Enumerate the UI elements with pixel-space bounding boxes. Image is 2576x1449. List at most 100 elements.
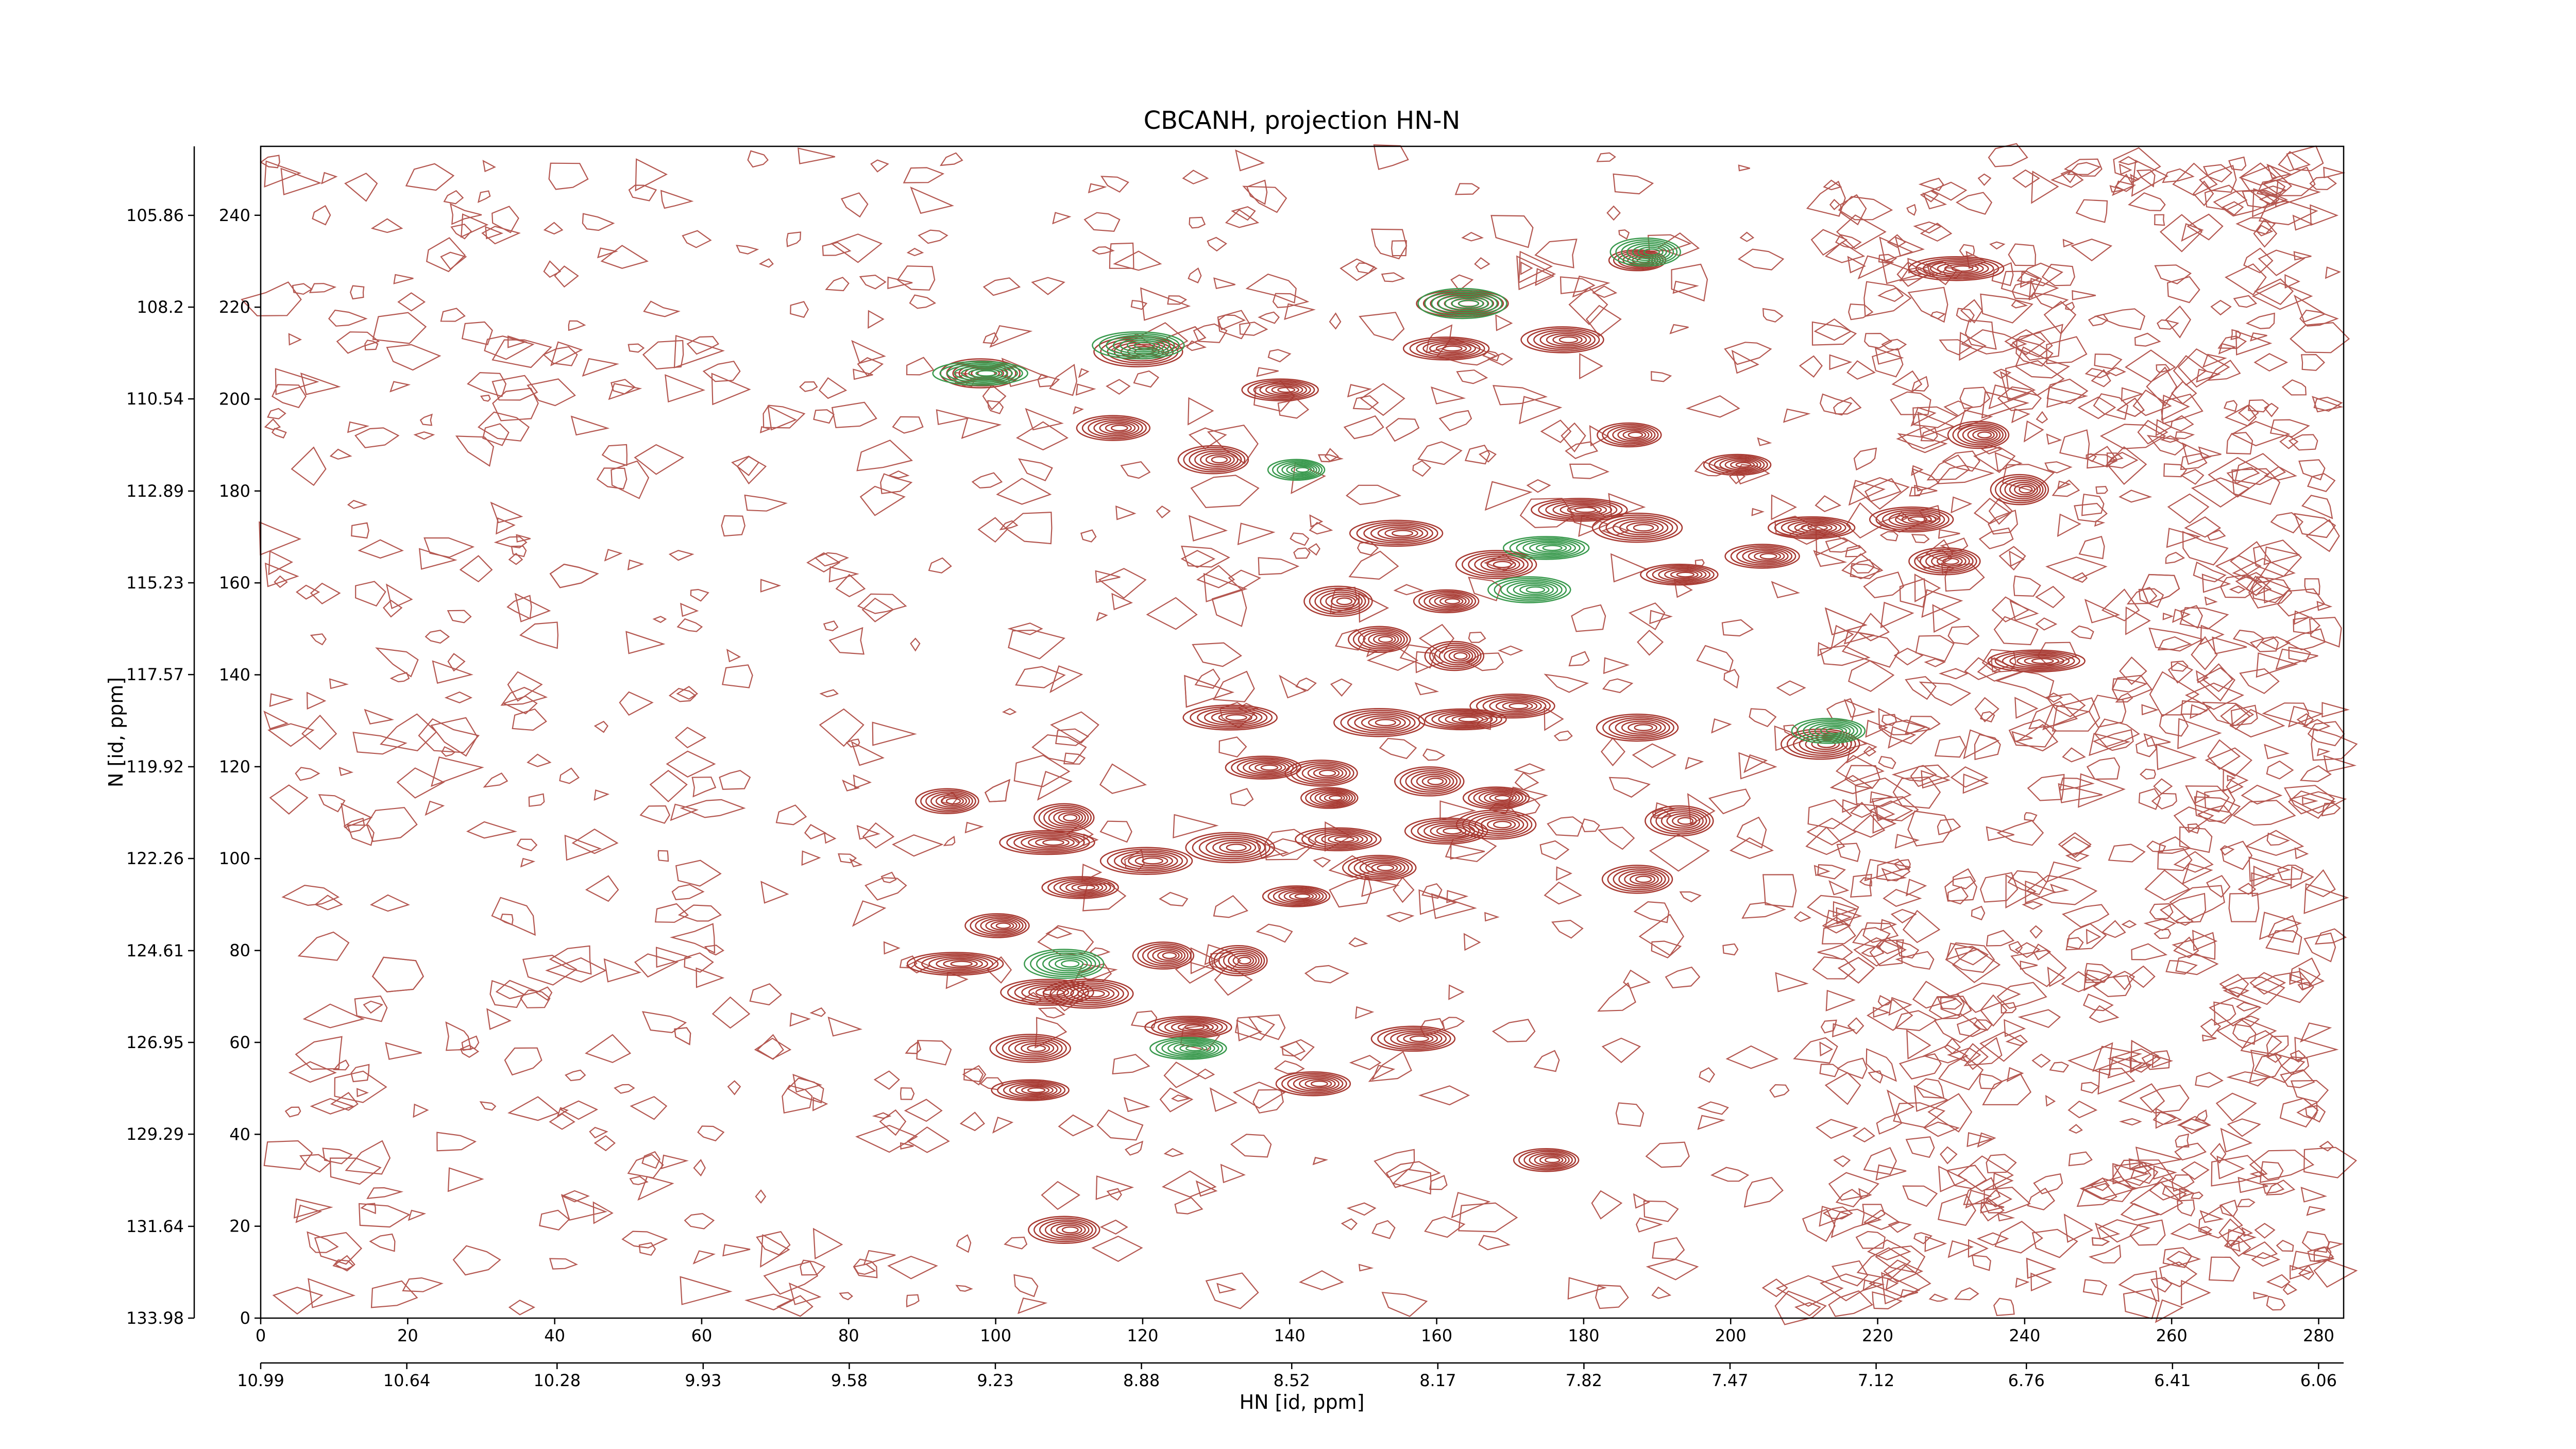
y2-tick-label: 110.54 — [126, 389, 184, 409]
noise-contour — [1256, 367, 1279, 377]
peak-contour — [1232, 954, 1255, 967]
noise-contour — [334, 1255, 355, 1272]
peak-contour — [1972, 429, 1995, 441]
peak-contour — [1826, 727, 1843, 734]
noise-contour — [825, 277, 850, 292]
noise-contour — [2241, 1226, 2253, 1237]
peak-contour — [1754, 551, 1782, 561]
noise-contour — [1393, 877, 1415, 903]
noise-contour — [1721, 619, 1754, 637]
noise-contour — [466, 821, 518, 839]
noise-contour — [1099, 820, 1132, 843]
noise-contour — [1448, 984, 1465, 1000]
peak-contour — [1267, 459, 1326, 481]
noise-contour — [1414, 682, 1439, 696]
noise-contour — [1906, 1029, 1931, 1060]
noise-contour — [1865, 719, 1888, 738]
noise-contour — [711, 996, 751, 1029]
peak-contour — [1014, 1041, 1055, 1056]
noise-contour — [2046, 433, 2062, 445]
peak-contour — [1255, 763, 1282, 772]
noise-contour — [1340, 258, 1378, 281]
noise-contour — [1829, 774, 1873, 795]
peak — [1413, 589, 1480, 614]
peak-contour — [1373, 634, 1396, 645]
noise-contour — [559, 1100, 599, 1120]
noise-contour — [790, 301, 809, 318]
peak-contour — [1396, 1032, 1438, 1046]
noise-contour — [2049, 1062, 2070, 1073]
noise-contour — [1863, 281, 1912, 317]
x2-tick-label: 9.23 — [977, 1371, 1013, 1390]
noise-contour — [425, 800, 445, 816]
peak-contour — [1436, 294, 1495, 313]
noise-contour — [711, 373, 751, 406]
noise-contour — [1130, 1010, 1158, 1029]
noise-contour — [2136, 736, 2157, 757]
noise-contour — [696, 967, 725, 988]
peak-contour — [1061, 959, 1080, 968]
noise-contour — [2141, 1050, 2170, 1070]
noise-contour — [1999, 370, 2036, 401]
noise-contour — [690, 588, 709, 602]
noise-contour — [2082, 1279, 2108, 1295]
peak-contour — [1277, 461, 1320, 478]
noise-contour — [2046, 861, 2082, 883]
peak-contour — [1759, 553, 1777, 560]
noise-contour — [1418, 624, 1455, 654]
noise-contour — [2154, 929, 2172, 939]
peak-contour — [1431, 711, 1498, 728]
noise-contour — [2185, 785, 2230, 813]
noise-contour — [2290, 866, 2315, 889]
noise-contour — [2148, 627, 2205, 652]
noise-contour — [2154, 264, 2192, 284]
peak — [1601, 865, 1673, 894]
noise-contour — [859, 485, 906, 516]
noise-contour — [1852, 926, 1891, 948]
noise-contour — [2251, 1252, 2281, 1267]
noise-contour — [1936, 997, 1963, 1010]
noise-contour — [1989, 241, 2006, 250]
peak-contour — [1047, 877, 1115, 898]
peak-contour — [1774, 517, 1851, 538]
noise-contour — [1685, 757, 1704, 770]
peak-contour — [1671, 815, 1697, 827]
noise-contour — [1013, 1274, 1039, 1298]
noise-contour — [1708, 788, 1751, 815]
peak-contour — [1368, 632, 1399, 647]
noise-contour — [789, 1012, 811, 1027]
noise-contour — [1196, 1068, 1215, 1080]
peak-contour — [1676, 571, 1695, 578]
noise-contour — [674, 727, 707, 749]
peak-contour — [1098, 333, 1180, 358]
peak — [964, 913, 1030, 938]
peak-contour — [1703, 453, 1772, 476]
noise-contour — [2293, 513, 2336, 538]
noise-contour — [1892, 776, 1941, 809]
noise-contour — [1817, 864, 1846, 880]
peak-contour — [939, 362, 1023, 384]
noise-contour — [1997, 1212, 2015, 1222]
y2-tick-label: 108.2 — [137, 297, 184, 317]
peak-contour — [913, 953, 999, 974]
noise-contour — [1628, 602, 1666, 631]
peak-contour — [1645, 805, 1714, 837]
noise-contour — [267, 723, 315, 747]
noise-contour — [1844, 765, 1880, 789]
peak — [1177, 445, 1249, 475]
noise-contour — [360, 1203, 376, 1215]
peak-contour — [1394, 766, 1465, 797]
peak-contour — [1275, 1071, 1351, 1097]
noise-contour — [2066, 937, 2084, 950]
peak-contour — [1325, 593, 1360, 609]
noise-contour — [2265, 930, 2302, 955]
noise-contour — [619, 691, 654, 716]
noise-contour — [1907, 810, 1952, 847]
noise-contour — [570, 415, 610, 436]
noise-contour — [2071, 572, 2088, 583]
noise-contour — [840, 192, 869, 218]
noise-contour — [1980, 994, 2008, 1027]
noise-contour — [2195, 1072, 2224, 1088]
noise-contour — [467, 372, 507, 397]
peak-contour — [1494, 795, 1511, 801]
